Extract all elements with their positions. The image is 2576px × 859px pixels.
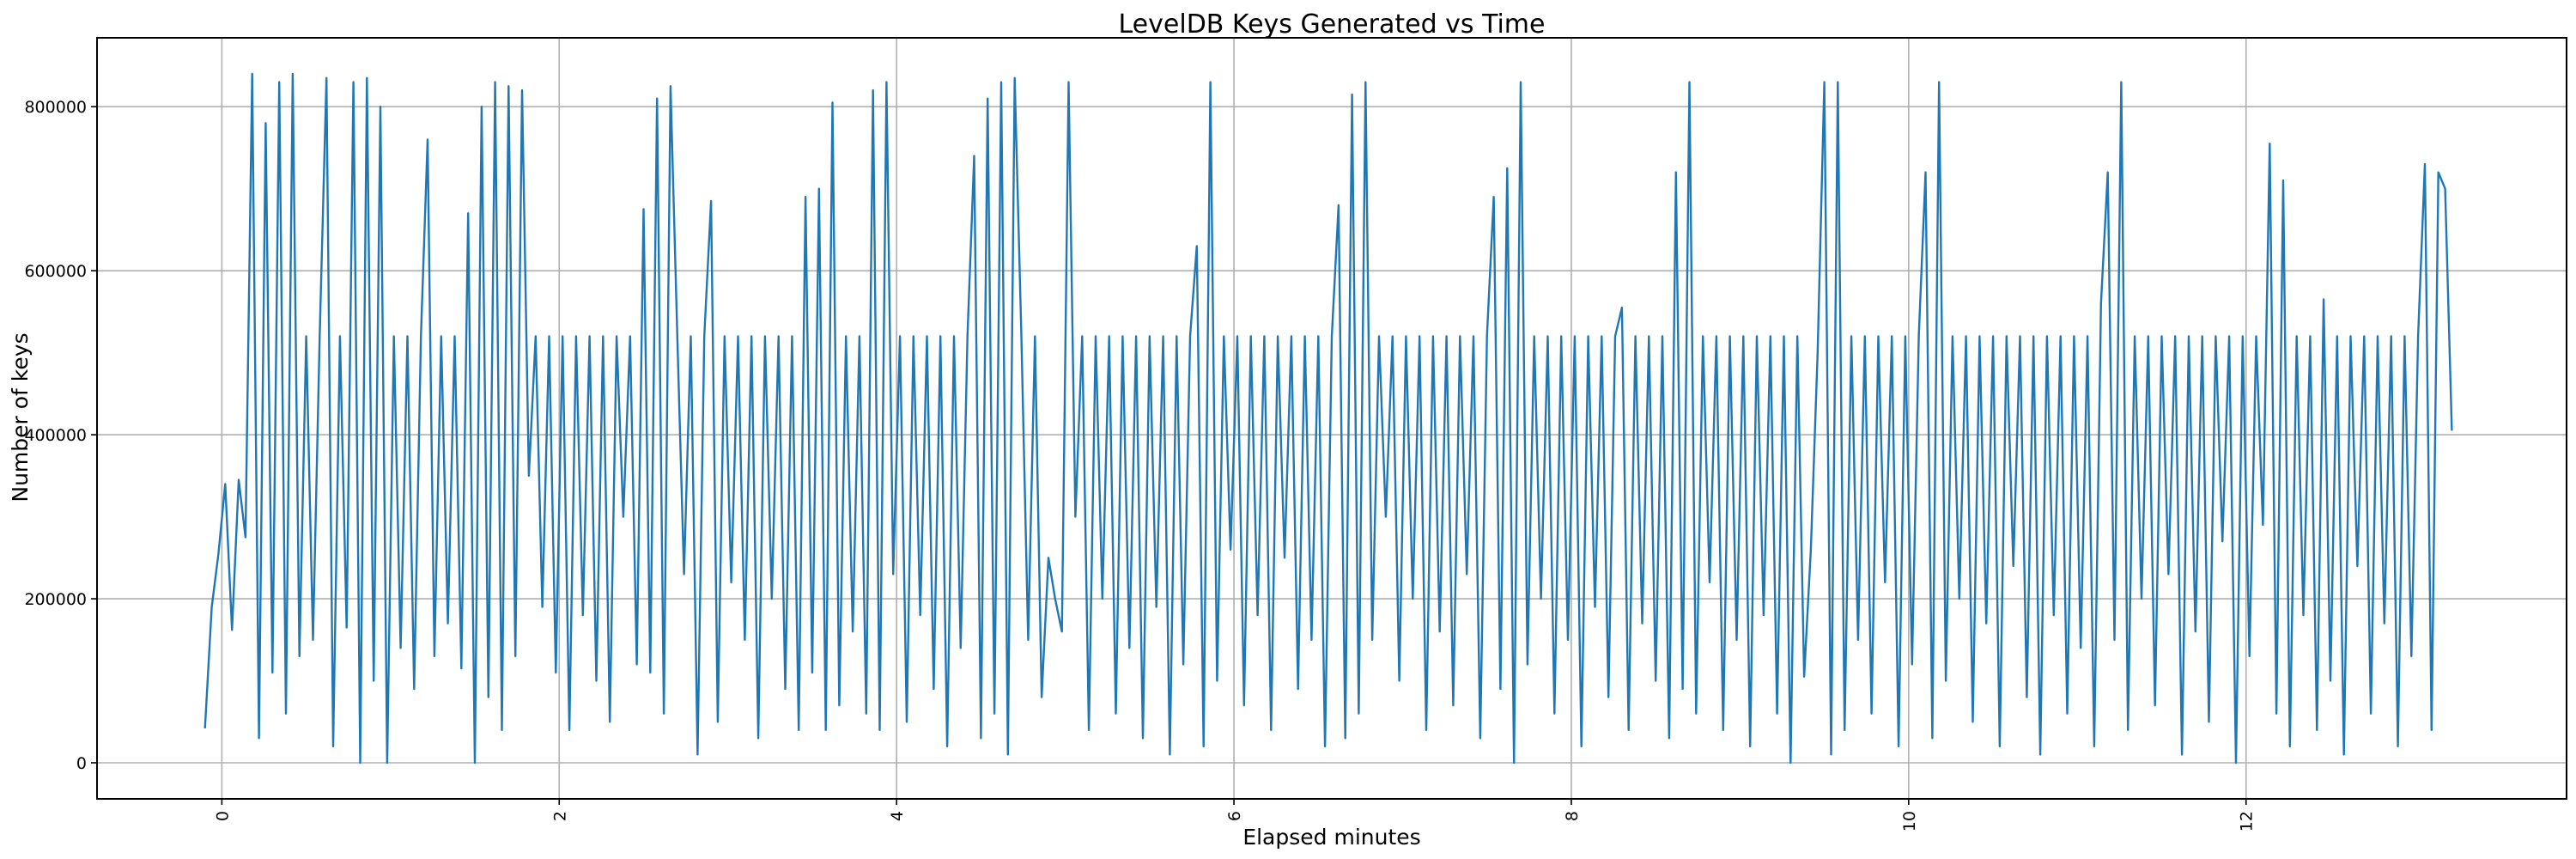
x-axis-label: Elapsed minutes xyxy=(1242,825,1420,850)
x-tick-label: 6 xyxy=(1225,811,1244,821)
x-tick-label: 8 xyxy=(1563,811,1582,821)
y-axis-label: Number of keys xyxy=(8,332,33,502)
y-tick-label: 0 xyxy=(76,754,87,773)
x-tick-label: 4 xyxy=(888,811,907,821)
x-tick-label: 2 xyxy=(550,811,569,821)
plot-frame xyxy=(96,37,2567,800)
chart-title: LevelDB Keys Generated vs Time xyxy=(1119,9,1546,40)
gridlines xyxy=(97,38,2567,799)
x-tick-label: 10 xyxy=(1900,811,1919,832)
series-layer xyxy=(204,72,2453,765)
x-tick-label: 12 xyxy=(2238,811,2257,832)
series-line-keys xyxy=(204,72,2453,765)
axis-ticks: 0 2 4 6 8 10 12 0 200000 400000 600000 800000 xyxy=(24,98,2256,832)
y-tick-label: 600000 xyxy=(24,262,87,281)
y-tick-label: 200000 xyxy=(24,590,87,609)
y-tick-label: 400000 xyxy=(24,426,87,445)
y-tick-label: 800000 xyxy=(24,98,87,117)
x-tick-label: 0 xyxy=(213,811,232,821)
